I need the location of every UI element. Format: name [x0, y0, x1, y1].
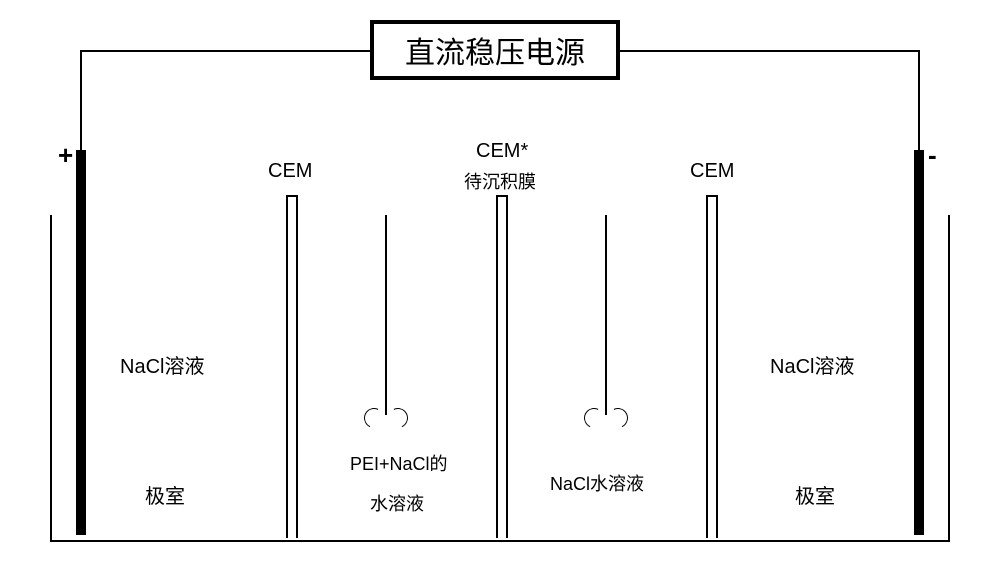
electrodialysis-diagram: 直流稳压电源 + - CEM CEM* 待沉积膜 CEM NaCl溶液: [50, 20, 950, 560]
stirrer-right-shaft: [605, 215, 607, 415]
tank-wall-bottom: [50, 540, 950, 542]
wire-left-vertical: [80, 50, 82, 150]
label-left-solution: NaCl溶液: [120, 350, 204, 379]
stirrer-blade-icon: [385, 405, 411, 431]
label-cem-star-sub: 待沉积膜: [464, 168, 536, 194]
power-supply-label: 直流稳压电源: [405, 28, 585, 72]
label-mid-left-1: PEI+NaCl的: [350, 450, 448, 476]
stirrer-blade-icon: [361, 405, 387, 431]
plus-sign: +: [58, 140, 73, 171]
tank-wall-left: [50, 215, 52, 542]
stirrer-left-shaft: [385, 215, 387, 415]
stirrer-blade-icon: [581, 405, 607, 431]
membrane-cem-right-hollow: [708, 197, 716, 237]
membrane-cem-left: [286, 195, 288, 538]
label-mid-left-2: 水溶液: [370, 490, 424, 516]
label-cem-left: CEM: [268, 160, 312, 183]
membrane-cem-left-b: [296, 195, 298, 538]
label-left-room: 极室: [145, 480, 185, 509]
label-right-room: 极室: [795, 480, 835, 509]
label-right-solution: NaCl溶液: [770, 350, 854, 379]
stirrer-blade-icon: [605, 405, 631, 431]
membrane-cem-right-b: [716, 195, 718, 538]
wire-left-horizontal: [80, 50, 370, 52]
power-supply-box: 直流稳压电源: [370, 20, 620, 80]
anode-electrode: [76, 150, 86, 535]
membrane-cem-star-hollow: [498, 197, 506, 237]
membrane-cem-right: [706, 195, 708, 538]
cathode-electrode: [914, 150, 924, 535]
membrane-cem-left-hollow: [288, 197, 296, 237]
label-cem-star: CEM*: [476, 140, 528, 163]
stirrer-left-blades: [364, 408, 408, 430]
wire-right-vertical: [918, 50, 920, 150]
stirrer-right-blades: [584, 408, 628, 430]
label-cem-right: CEM: [690, 160, 734, 183]
membrane-cem-star: [496, 195, 498, 538]
label-mid-right: NaCl水溶液: [550, 470, 644, 496]
tank-wall-right: [948, 215, 950, 542]
wire-right-horizontal: [620, 50, 920, 52]
membrane-cem-star-b: [506, 195, 508, 538]
minus-sign: -: [928, 140, 937, 171]
